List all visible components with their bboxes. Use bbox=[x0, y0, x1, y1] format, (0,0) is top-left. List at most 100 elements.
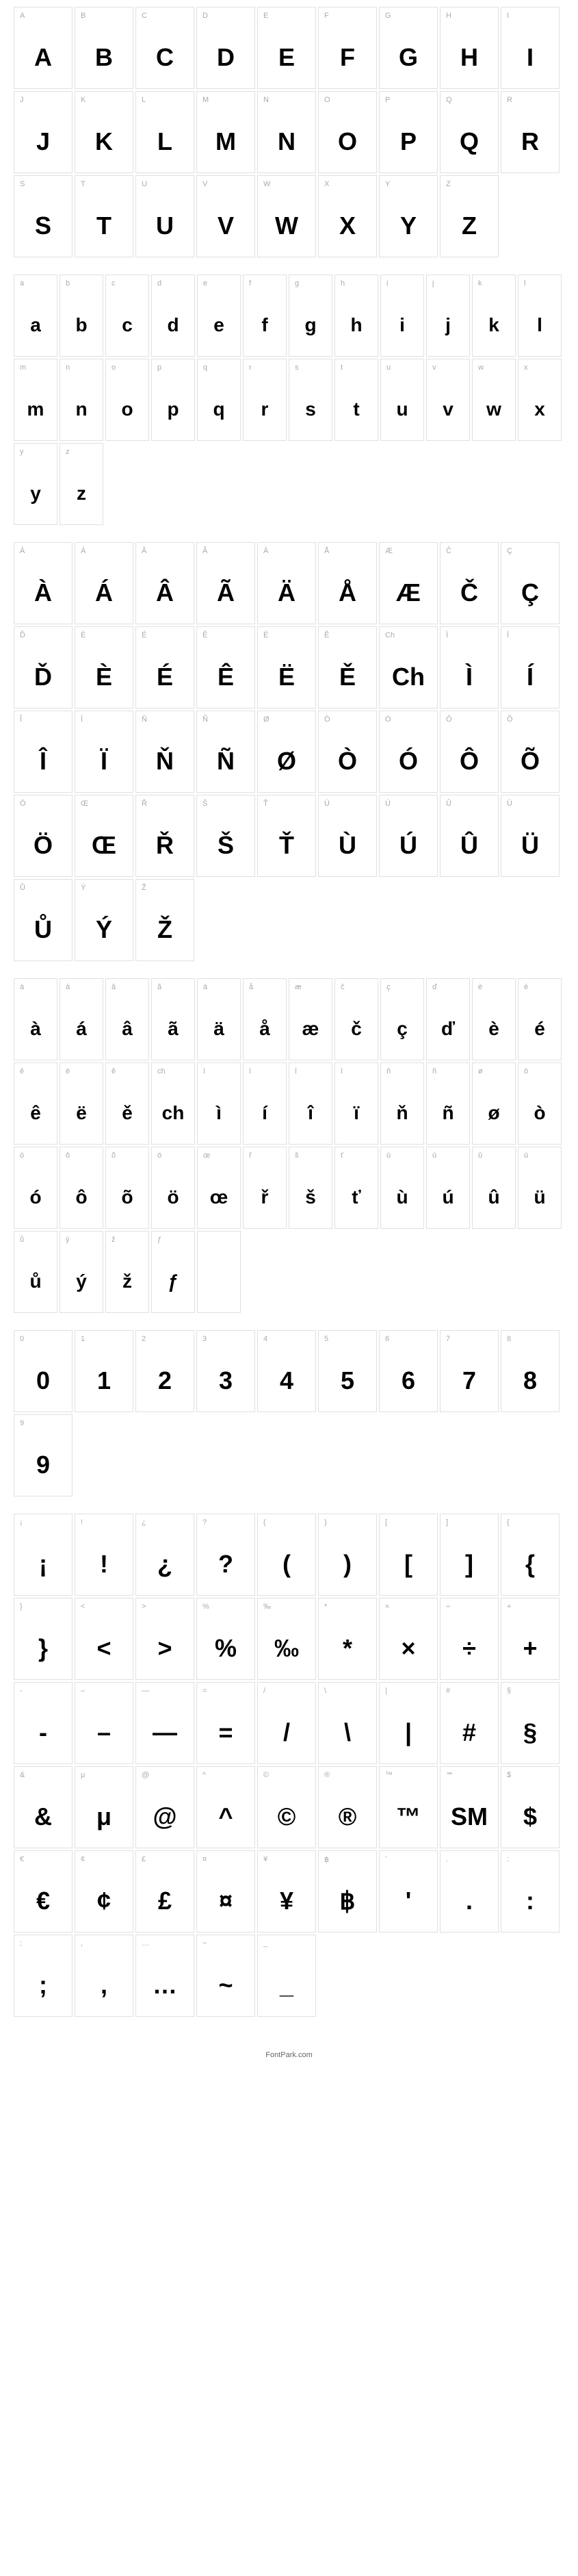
glyph-cell[interactable]: ×× bbox=[379, 1598, 438, 1680]
glyph-cell[interactable]: —— bbox=[135, 1682, 194, 1764]
glyph-cell[interactable]: ãã bbox=[151, 978, 195, 1060]
glyph-cell[interactable]: ww bbox=[472, 359, 516, 441]
glyph-cell[interactable]: îî bbox=[289, 1062, 332, 1145]
glyph-cell[interactable]: ?? bbox=[196, 1514, 255, 1596]
glyph-cell[interactable]: ĚĚ bbox=[318, 626, 377, 709]
glyph-cell[interactable]: oo bbox=[105, 359, 149, 441]
glyph-cell[interactable]: hh bbox=[334, 275, 378, 357]
glyph-cell[interactable]: ÔÔ bbox=[440, 711, 499, 793]
glyph-cell[interactable]: RR bbox=[501, 91, 560, 173]
glyph-cell[interactable]: ÓÓ bbox=[379, 711, 438, 793]
glyph-cell[interactable]: jj bbox=[426, 275, 470, 357]
glyph-cell[interactable]: VV bbox=[196, 175, 255, 257]
glyph-cell[interactable]: ŇŇ bbox=[135, 711, 194, 793]
glyph-cell[interactable]: gg bbox=[289, 275, 332, 357]
glyph-cell[interactable]: \\ bbox=[318, 1682, 377, 1764]
glyph-cell[interactable]: SS bbox=[14, 175, 73, 257]
glyph-cell[interactable]: ÃÃ bbox=[196, 542, 255, 624]
glyph-cell[interactable]: ‰‰ bbox=[257, 1598, 316, 1680]
glyph-cell[interactable]: XX bbox=[318, 175, 377, 257]
glyph-cell[interactable]: ll bbox=[518, 275, 562, 357]
glyph-cell[interactable]: ¥¥ bbox=[257, 1850, 316, 1933]
glyph-cell[interactable]: ÁÁ bbox=[75, 542, 133, 624]
glyph-cell[interactable]: ŠŠ bbox=[196, 795, 255, 877]
glyph-cell[interactable]: ss bbox=[289, 359, 332, 441]
glyph-cell[interactable]: .. bbox=[440, 1850, 499, 1933]
glyph-cell[interactable]: ;; bbox=[14, 1935, 73, 2017]
glyph-cell[interactable]: ČČ bbox=[440, 542, 499, 624]
glyph-cell[interactable]: ÕÕ bbox=[501, 711, 560, 793]
glyph-cell[interactable]: ÛÛ bbox=[440, 795, 499, 877]
glyph-cell[interactable]: ]] bbox=[440, 1514, 499, 1596]
glyph-cell[interactable]: 22 bbox=[135, 1330, 194, 1412]
glyph-cell[interactable]: dd bbox=[151, 275, 195, 357]
glyph-cell[interactable]: ÚÚ bbox=[379, 795, 438, 877]
glyph-cell[interactable]: [[ bbox=[379, 1514, 438, 1596]
glyph-cell[interactable]: mm bbox=[14, 359, 57, 441]
glyph-cell[interactable]: ¿¿ bbox=[135, 1514, 194, 1596]
glyph-cell[interactable]: ChCh bbox=[379, 626, 438, 709]
glyph-cell[interactable]: 44 bbox=[257, 1330, 316, 1412]
glyph-cell[interactable]: PP bbox=[379, 91, 438, 173]
glyph-cell[interactable]: chch bbox=[151, 1062, 195, 1145]
glyph-cell[interactable]: ÒÒ bbox=[318, 711, 377, 793]
glyph-cell[interactable]: –– bbox=[75, 1682, 133, 1764]
glyph-cell[interactable]: HH bbox=[440, 7, 499, 89]
glyph-cell[interactable]: ÝÝ bbox=[75, 879, 133, 961]
glyph-cell[interactable]: FF bbox=[318, 7, 377, 89]
glyph-cell[interactable]: << bbox=[75, 1598, 133, 1680]
glyph-cell[interactable]: ÂÂ bbox=[135, 542, 194, 624]
glyph-cell[interactable]: )) bbox=[318, 1514, 377, 1596]
glyph-cell[interactable]: úú bbox=[426, 1147, 470, 1229]
glyph-cell[interactable]: YY bbox=[379, 175, 438, 257]
glyph-cell[interactable]: @@ bbox=[135, 1766, 194, 1848]
glyph-cell[interactable]: ÖÖ bbox=[14, 795, 73, 877]
glyph-cell[interactable]: QQ bbox=[440, 91, 499, 173]
glyph-cell[interactable]: (( bbox=[257, 1514, 316, 1596]
glyph-cell[interactable]: ™™ bbox=[379, 1766, 438, 1848]
glyph-cell[interactable]: ++ bbox=[501, 1598, 560, 1680]
glyph-cell[interactable]: řř bbox=[243, 1147, 287, 1229]
glyph-cell[interactable]: šš bbox=[289, 1147, 332, 1229]
glyph-cell[interactable]: DD bbox=[196, 7, 255, 89]
glyph-cell[interactable]: èè bbox=[472, 978, 516, 1060]
glyph-cell[interactable]: ÅÅ bbox=[318, 542, 377, 624]
glyph-cell[interactable]: == bbox=[196, 1682, 255, 1764]
glyph-cell[interactable]: >> bbox=[135, 1598, 194, 1680]
glyph-cell[interactable]: ìì bbox=[197, 1062, 241, 1145]
glyph-cell[interactable]: ťť bbox=[334, 1147, 378, 1229]
glyph-cell[interactable]: 77 bbox=[440, 1330, 499, 1412]
glyph-cell[interactable]: ^^ bbox=[196, 1766, 255, 1848]
glyph-cell[interactable]: qq bbox=[197, 359, 241, 441]
glyph-cell[interactable]: AA bbox=[14, 7, 73, 89]
glyph-cell[interactable]: NN bbox=[257, 91, 316, 173]
glyph-cell[interactable]: pp bbox=[151, 359, 195, 441]
glyph-cell[interactable]: ŤŤ bbox=[257, 795, 316, 877]
glyph-cell[interactable]: ÙÙ bbox=[318, 795, 377, 877]
glyph-cell[interactable]: // bbox=[257, 1682, 316, 1764]
glyph-cell[interactable]: ŘŘ bbox=[135, 795, 194, 877]
glyph-cell[interactable]: && bbox=[14, 1766, 73, 1848]
glyph-cell[interactable]: öö bbox=[151, 1147, 195, 1229]
glyph-cell[interactable]: ññ bbox=[426, 1062, 470, 1145]
glyph-cell[interactable]: åå bbox=[243, 978, 287, 1060]
glyph-cell[interactable]: ŮŮ bbox=[14, 879, 73, 961]
glyph-cell[interactable]: ฿฿ bbox=[318, 1850, 377, 1933]
glyph-cell[interactable]: òò bbox=[518, 1062, 562, 1145]
glyph-cell[interactable]: 33 bbox=[196, 1330, 255, 1412]
glyph-cell[interactable]: ěě bbox=[105, 1062, 149, 1145]
glyph-cell[interactable]: ¡¡ bbox=[14, 1514, 73, 1596]
glyph-cell[interactable]: vv bbox=[426, 359, 470, 441]
glyph-cell[interactable]: øø bbox=[472, 1062, 516, 1145]
glyph-cell[interactable]: ff bbox=[243, 275, 287, 357]
glyph-cell[interactable]: 66 bbox=[379, 1330, 438, 1412]
glyph-cell[interactable]: -- bbox=[14, 1682, 73, 1764]
glyph-cell[interactable]: ÉÉ bbox=[135, 626, 194, 709]
glyph-cell[interactable]: ňň bbox=[380, 1062, 424, 1145]
glyph-cell[interactable]: ~~ bbox=[196, 1935, 255, 2017]
glyph-cell[interactable]: 00 bbox=[14, 1330, 73, 1412]
glyph-cell[interactable]: ii bbox=[380, 275, 424, 357]
glyph-cell[interactable]: || bbox=[379, 1682, 438, 1764]
glyph-cell[interactable]: II bbox=[501, 7, 560, 89]
glyph-cell[interactable]: ÆÆ bbox=[379, 542, 438, 624]
